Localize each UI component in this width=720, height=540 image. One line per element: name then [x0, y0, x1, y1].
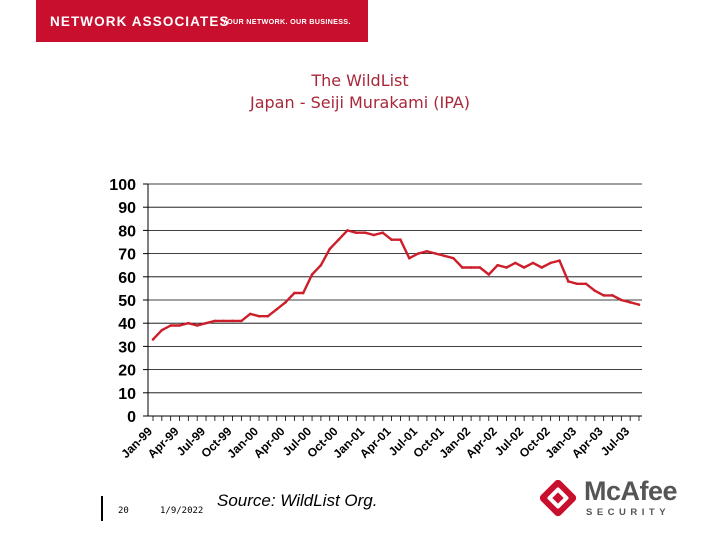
data-point	[222, 319, 225, 323]
data-point	[231, 319, 234, 323]
data-point	[160, 328, 164, 332]
data-point	[602, 294, 605, 297]
data-point	[567, 280, 570, 283]
y-tick-label: 0	[127, 409, 136, 426]
y-tick-label: 60	[118, 270, 136, 287]
data-point	[195, 324, 199, 327]
chart-axes	[143, 183, 642, 421]
data-point	[301, 291, 305, 295]
y-tick-label: 30	[118, 339, 136, 356]
data-point	[346, 229, 349, 232]
data-point	[266, 314, 270, 318]
y-tick-label: 70	[118, 247, 136, 264]
data-point	[293, 291, 296, 295]
brand-name: NETWORK ASSOCIATES	[50, 14, 230, 29]
data-point	[496, 263, 499, 267]
x-axis-ticks: Jan-99Apr-99Jul-99Oct-99Jan-00Apr-00Jul-…	[118, 424, 632, 461]
data-point	[328, 247, 332, 251]
mcafee-logo: McAfee SECURITY	[534, 474, 694, 522]
mcafee-shield-icon	[539, 479, 577, 517]
data-point	[487, 273, 491, 276]
data-point	[469, 266, 473, 269]
data-point	[151, 338, 155, 341]
data-point	[407, 256, 411, 260]
data-point	[337, 238, 340, 241]
data-point	[434, 252, 438, 255]
source-note: Source: WildList Org.	[217, 491, 378, 510]
logo-subtitle: SECURITY	[586, 507, 671, 518]
x-tick-label: Jul-03	[598, 424, 633, 459]
data-point	[575, 282, 579, 286]
chart-subtitle: Japan - Seiji Murakami (IPA)	[250, 93, 470, 112]
data-point	[540, 266, 544, 269]
data-point	[381, 231, 385, 235]
brand-banner: NETWORK ASSOCIATES YOUR NETWORK. OUR BUS…	[36, 0, 368, 42]
data-point	[584, 282, 588, 286]
data-point	[452, 256, 455, 260]
footer-date: 1/9/2022	[160, 506, 204, 516]
y-tick-label: 10	[118, 386, 136, 403]
data-point	[611, 294, 614, 297]
data-point	[319, 263, 323, 267]
y-tick-label: 50	[118, 293, 136, 310]
y-tick-label: 40	[118, 316, 136, 333]
data-point	[558, 259, 561, 262]
chart-title-block: The WildList Japan - Seiji Murakami (IPA…	[0, 70, 720, 114]
data-point	[204, 321, 208, 325]
data-point	[637, 303, 641, 306]
chart-title: The WildList	[311, 71, 409, 90]
data-point	[522, 266, 526, 269]
footer-divider	[101, 496, 103, 521]
data-point	[505, 266, 508, 269]
data-point	[478, 266, 482, 269]
data-point	[284, 301, 287, 304]
series-line	[152, 229, 640, 341]
data-point	[257, 314, 261, 318]
data-point	[275, 307, 279, 311]
data-point	[187, 321, 190, 325]
data-point	[169, 324, 172, 327]
y-axis-ticks: 0 10 20 30 40 50 60 70 80 90 100	[109, 177, 136, 426]
data-point	[240, 319, 243, 323]
chart-series	[151, 229, 641, 341]
data-point	[354, 231, 358, 235]
data-point	[425, 249, 429, 253]
brand-tagline: YOUR NETWORK. OUR BUSINESS.	[222, 17, 351, 26]
data-point	[363, 231, 367, 235]
page-number: 20	[118, 506, 129, 516]
y-tick-label: 20	[118, 363, 136, 380]
data-point	[460, 266, 464, 269]
y-tick-label: 80	[118, 223, 136, 240]
data-point	[628, 301, 632, 304]
data-point	[549, 261, 552, 265]
data-point	[513, 261, 517, 265]
chart-grid	[148, 183, 642, 394]
data-point	[531, 261, 535, 265]
data-point	[399, 238, 402, 241]
data-point	[248, 312, 252, 316]
logo-wordmark: McAfee	[584, 476, 678, 506]
y-tick-label: 90	[118, 200, 136, 217]
data-point	[310, 273, 314, 276]
data-point	[443, 254, 446, 258]
data-point	[390, 238, 393, 241]
data-point	[372, 233, 376, 237]
data-point	[213, 319, 217, 323]
data-point	[620, 298, 623, 302]
data-point	[416, 252, 420, 255]
y-tick-label: 100	[109, 177, 136, 194]
data-point	[178, 324, 181, 327]
data-point	[593, 289, 597, 293]
